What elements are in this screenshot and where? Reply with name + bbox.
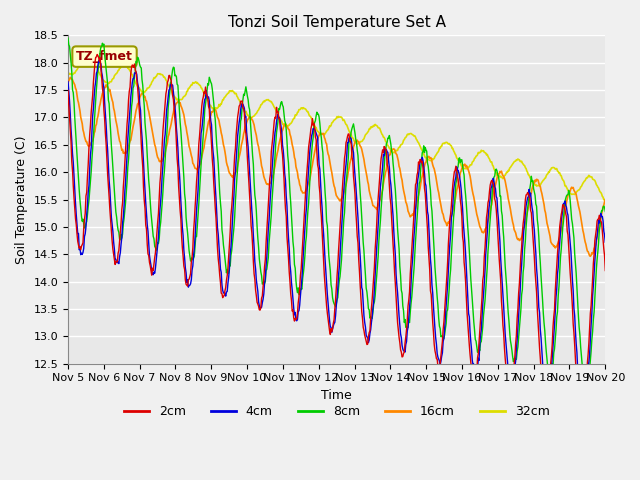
Legend: 2cm, 4cm, 8cm, 16cm, 32cm: 2cm, 4cm, 8cm, 16cm, 32cm — [119, 400, 555, 423]
Y-axis label: Soil Temperature (C): Soil Temperature (C) — [15, 135, 28, 264]
X-axis label: Time: Time — [321, 389, 352, 402]
Title: Tonzi Soil Temperature Set A: Tonzi Soil Temperature Set A — [228, 15, 445, 30]
Text: TZ_fmet: TZ_fmet — [76, 50, 133, 63]
